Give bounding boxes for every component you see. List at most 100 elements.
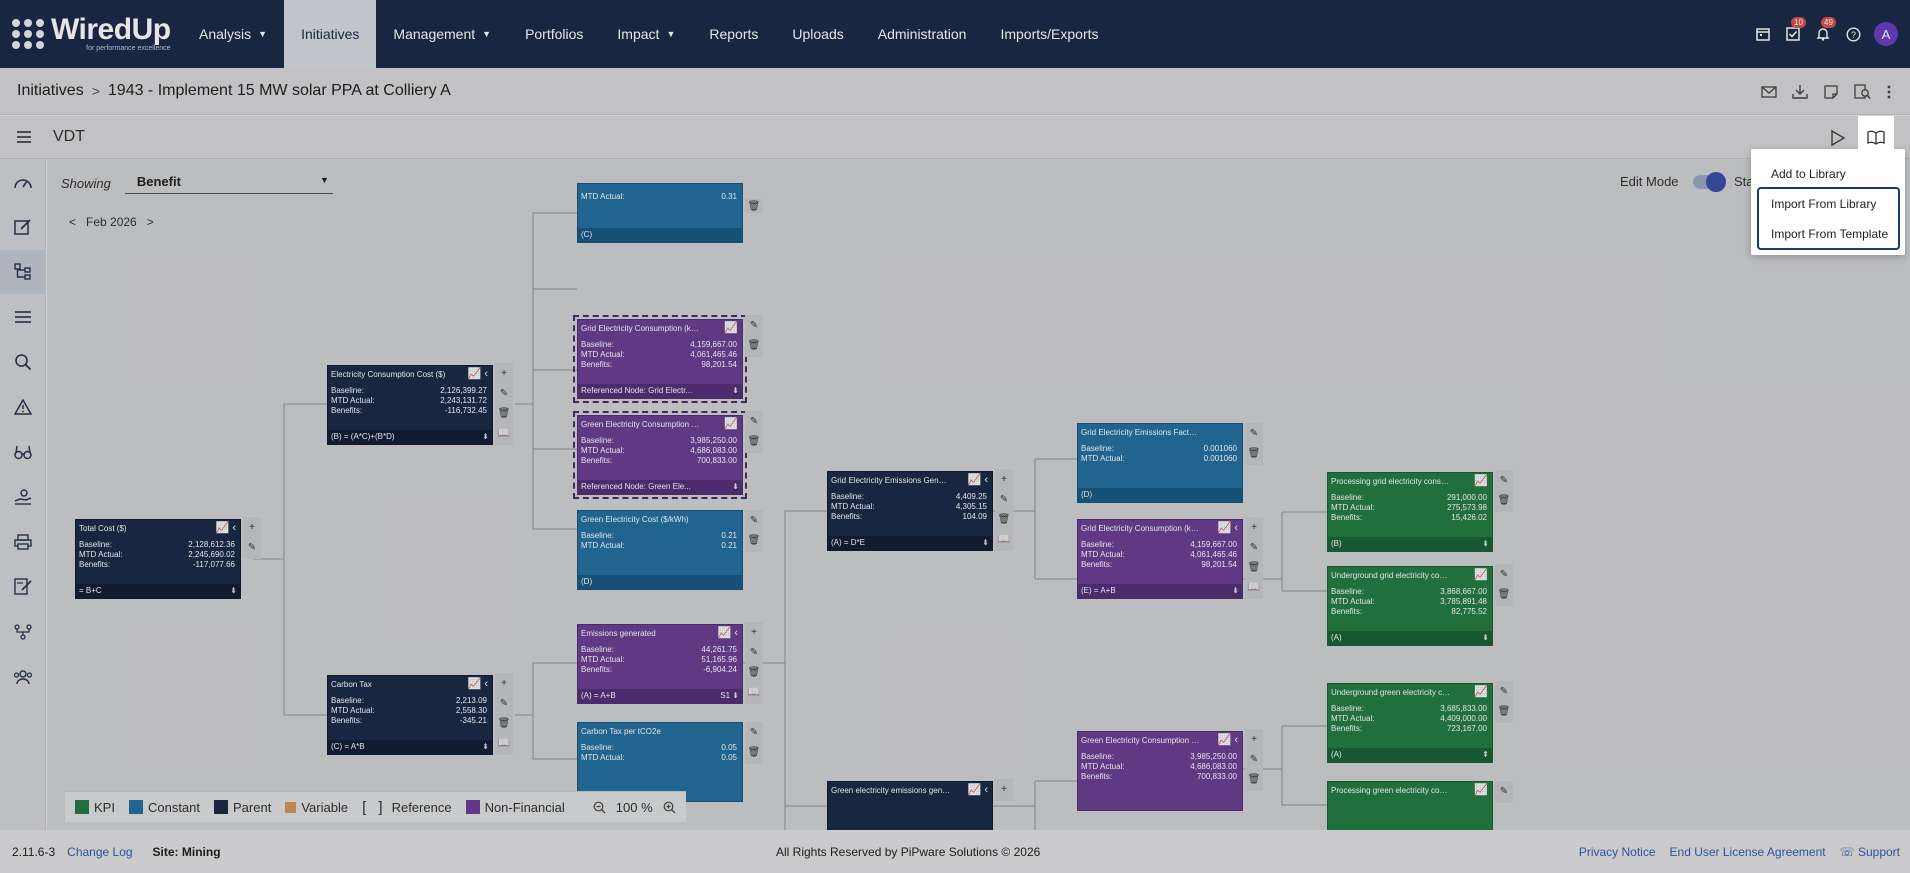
edit-icon[interactable]: ✎: [749, 319, 759, 331]
nav-administration[interactable]: Administration: [861, 0, 984, 68]
edit-icon[interactable]: ✎: [1499, 685, 1509, 697]
menu-icon[interactable]: [0, 130, 48, 144]
trash-icon[interactable]: 🗑: [747, 339, 761, 351]
book-icon[interactable]: 📖: [747, 686, 761, 698]
add-icon[interactable]: +: [501, 367, 507, 379]
add-icon[interactable]: +: [1251, 521, 1257, 533]
edit-icon[interactable]: ✎: [999, 493, 1009, 505]
edit-icon[interactable]: ✎: [1499, 785, 1509, 797]
vdt-node-processing-green-electricity[interactable]: Processing green electricity consu... 📈: [1327, 781, 1493, 830]
edit-icon[interactable]: ✎: [749, 415, 759, 427]
book-icon[interactable]: 📖: [497, 427, 511, 439]
trash-icon[interactable]: 🗑: [747, 666, 761, 678]
review-icon[interactable]: [1854, 83, 1871, 100]
trash-icon[interactable]: 🗑: [1247, 447, 1261, 459]
book-icon[interactable]: 📖: [1247, 581, 1261, 593]
edit-icon[interactable]: ✎: [749, 514, 759, 526]
printer-icon[interactable]: [0, 520, 46, 564]
edit-icon[interactable]: ✎: [499, 387, 509, 399]
hierarchy-icon[interactable]: [0, 610, 46, 654]
edit-icon[interactable]: ✎: [499, 697, 509, 709]
vdt-node-carbon-tax-per-tco2e[interactable]: Carbon Tax per tCO2e Baseline: 0.05 MTD A…: [577, 722, 743, 802]
chart-icon[interactable]: 📈 ‹: [967, 784, 988, 796]
add-icon[interactable]: +: [501, 677, 507, 689]
chart-icon[interactable]: 📈 ‹: [967, 474, 988, 486]
play-icon[interactable]: [1830, 129, 1846, 147]
logo[interactable]: WiredUp for performance excellence: [0, 0, 182, 68]
dashboard-icon[interactable]: [0, 160, 46, 204]
trash-icon[interactable]: 🗑: [747, 435, 761, 447]
note-icon[interactable]: [1823, 84, 1839, 100]
chart-icon[interactable]: 📈: [1474, 686, 1488, 698]
changelog-link[interactable]: Change Log: [67, 844, 133, 859]
add-icon[interactable]: +: [1251, 733, 1257, 745]
support-link[interactable]: ☏ Support: [1839, 844, 1900, 859]
vdt-node-processing-grid-electricity[interactable]: Processing grid electricity consump... 📈…: [1327, 472, 1493, 552]
showing-select[interactable]: Benefit ▼: [124, 172, 333, 194]
chart-icon[interactable]: 📈: [1474, 475, 1488, 487]
edit-icon[interactable]: ✎: [1499, 568, 1509, 580]
vdt-node-underground-green-electricity[interactable]: Underground green electricity cons... 📈 …: [1327, 683, 1493, 763]
trash-icon[interactable]: 🗑: [1247, 561, 1261, 573]
trash-icon[interactable]: 🗑: [497, 717, 511, 729]
eula-link[interactable]: End User License Agreement: [1669, 844, 1826, 859]
trash-icon[interactable]: 🗑: [747, 746, 761, 758]
edit-icon[interactable]: ✎: [1499, 474, 1509, 486]
vdt-node-grid-electricity-consumption[interactable]: Grid Electricity Consumption (kWh) 📈 Bas…: [573, 315, 747, 403]
users-icon[interactable]: [0, 655, 46, 699]
chart-icon[interactable]: 📈 ‹: [1217, 522, 1238, 534]
binoculars-icon[interactable]: [0, 430, 46, 474]
nav-impact[interactable]: Impact ▼: [600, 0, 692, 68]
vdt-node-emissions-generated[interactable]: Emissions generated 📈 ‹ Baseline: 44,261.…: [577, 624, 743, 704]
nav-portfolios[interactable]: Portfolios: [508, 0, 600, 68]
library-button[interactable]: [1858, 116, 1894, 159]
tasks-icon[interactable]: 10: [1784, 17, 1806, 43]
vdt-node-total-cost[interactable]: Total Cost ($) 📈 ‹ Baseline: 2,128,612.36…: [75, 519, 241, 599]
avatar[interactable]: A: [1874, 22, 1898, 46]
document-edit-icon[interactable]: [0, 565, 46, 609]
vdt-canvas[interactable]: Showing Benefit ▼ < Feb 2026 > Edit Mode…: [47, 159, 1910, 830]
download-icon[interactable]: [1792, 84, 1808, 100]
zoom-in-icon[interactable]: [663, 801, 676, 814]
vdt-node-green-electricity-consumption-2[interactable]: Green Electricity Consumption (kWh) 📈 ‹ …: [1077, 731, 1243, 811]
add-icon[interactable]: +: [1001, 473, 1007, 485]
vdt-node-electricity-consumption-cost[interactable]: Electricity Consumption Cost ($) 📈 ‹ Bas…: [327, 365, 493, 445]
edit-icon[interactable]: [0, 205, 46, 249]
trash-icon[interactable]: 🗑: [497, 407, 511, 419]
menu-import-from-library[interactable]: Import From Library: [1771, 197, 1877, 211]
breadcrumb-root[interactable]: Initiatives: [17, 82, 84, 99]
nav-initiatives[interactable]: Initiatives: [284, 0, 377, 68]
nav-imports-exports[interactable]: Imports/Exports: [983, 0, 1115, 68]
chart-icon[interactable]: 📈: [1474, 569, 1488, 581]
edit-icon[interactable]: ✎: [247, 541, 257, 553]
chevron-right-icon[interactable]: >: [146, 215, 154, 229]
tree-icon[interactable]: [0, 250, 46, 294]
add-icon[interactable]: +: [1001, 783, 1007, 795]
trash-icon[interactable]: 🗑: [747, 200, 761, 212]
more-vertical-icon[interactable]: [1886, 84, 1892, 100]
nav-analysis[interactable]: Analysis ▼: [182, 0, 284, 68]
bell-icon[interactable]: 49: [1814, 17, 1836, 43]
edit-icon[interactable]: ✎: [749, 726, 759, 738]
chart-icon[interactable]: 📈: [724, 418, 738, 430]
vdt-node-green-electricity-cost[interactable]: Green Electricity Cost ($/kWh) Baseline:…: [577, 510, 743, 590]
add-icon[interactable]: +: [751, 626, 757, 638]
email-icon[interactable]: [1761, 85, 1777, 99]
chart-icon[interactable]: 📈: [1474, 784, 1488, 796]
calendar-icon[interactable]: [1754, 25, 1772, 43]
edit-icon[interactable]: ✎: [1249, 427, 1259, 439]
vdt-node-grid-electricity-consumption-e[interactable]: Grid Electricity Consumption (kWh) 📈 ‹ B…: [1077, 519, 1243, 599]
trash-icon[interactable]: 🗑: [1247, 773, 1261, 785]
vdt-node-grid-electricity-emissions-generated[interactable]: Grid Electricity Emissions Generat... 📈 …: [827, 471, 993, 551]
vdt-node-green-electricity-consumption[interactable]: Green Electricity Consumption (kWh) 📈 Ba…: [573, 411, 747, 499]
vdt-node-c[interactable]: MTD Actual: 0.31 (C): [577, 183, 743, 243]
chart-icon[interactable]: 📈 ‹: [467, 678, 488, 690]
zoom-out-icon[interactable]: [593, 801, 606, 814]
search-analysis-icon[interactable]: [0, 340, 46, 384]
book-icon[interactable]: 📖: [997, 533, 1011, 545]
edit-icon[interactable]: ✎: [1249, 753, 1259, 765]
help-icon[interactable]: ?: [1844, 25, 1862, 43]
vdt-node-underground-grid-electricity[interactable]: Underground grid electricity consu... 📈 …: [1327, 566, 1493, 646]
chart-icon[interactable]: 📈: [724, 322, 738, 334]
trash-icon[interactable]: 🗑: [1497, 705, 1511, 717]
